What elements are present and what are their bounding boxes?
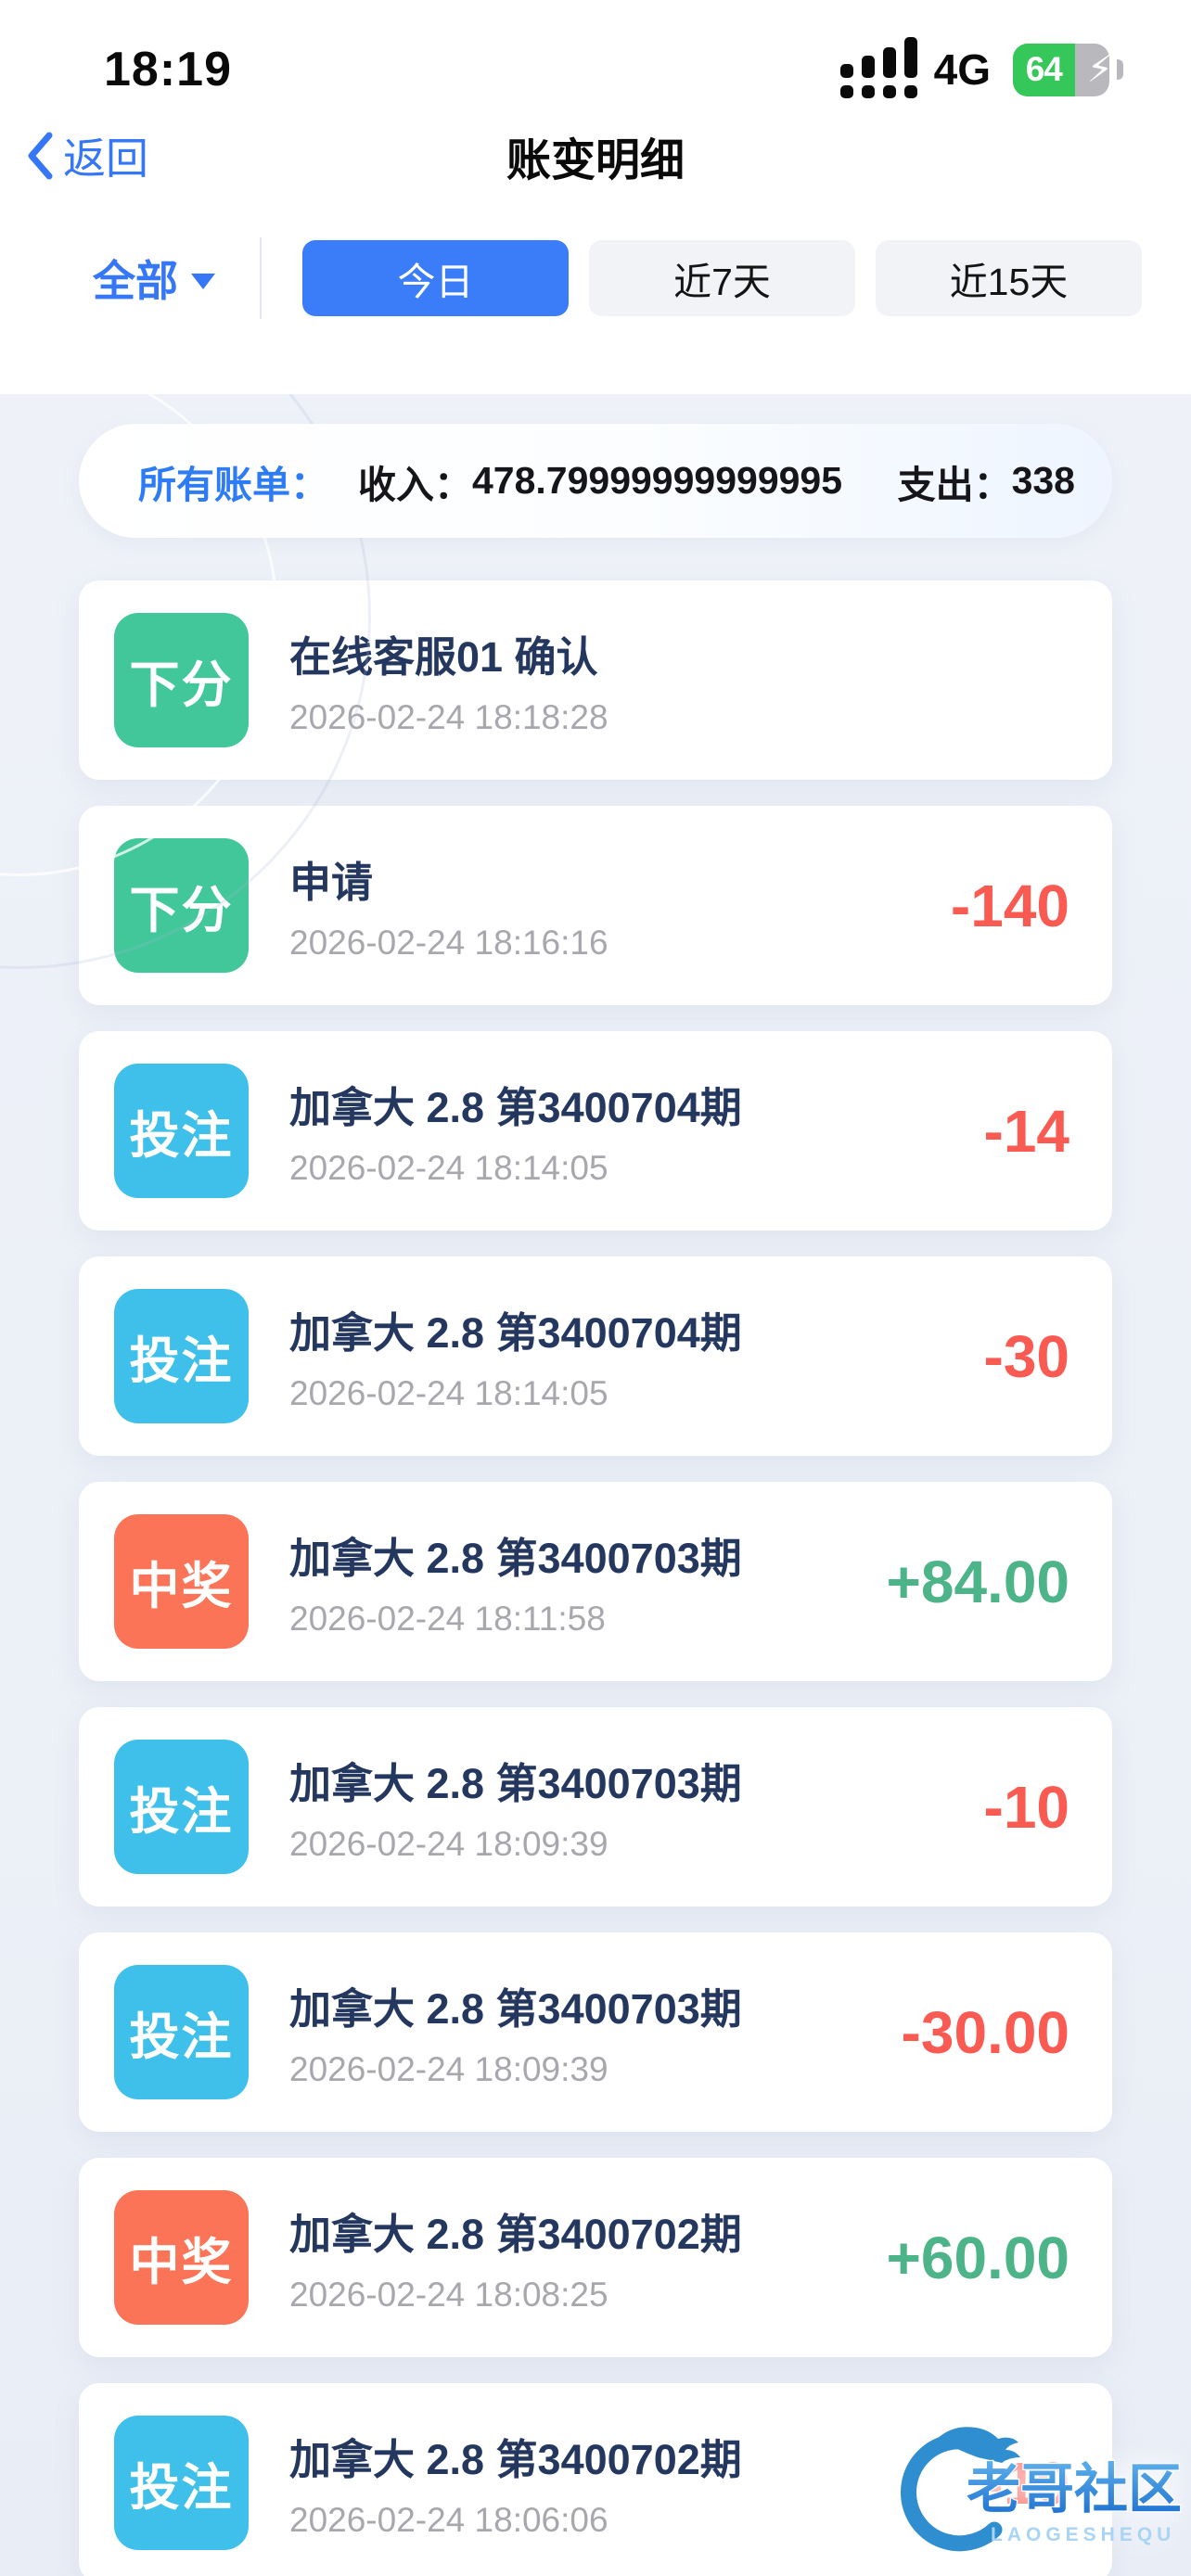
expense-label: 支出： bbox=[897, 463, 1012, 506]
transaction-info: 加拿大 2.8 第3400703期 2026-02-24 18:11:58 bbox=[289, 1524, 867, 1639]
transaction-amount: -30 bbox=[983, 1322, 1070, 1390]
summary-bar: 所有账单： 收入： 478.79999999999995 支出： 338 bbox=[79, 424, 1112, 538]
transaction-list-area: 所有账单： 收入： 478.79999999999995 支出： 338 下分 … bbox=[0, 394, 1191, 2576]
transaction-row[interactable]: 投注 加拿大 2.8 第3400704期 2026-02-24 18:14:05… bbox=[79, 1256, 1112, 1456]
battery-icon: 64 ⚡ bbox=[1013, 43, 1123, 96]
battery-percent: 64 bbox=[1025, 50, 1063, 88]
transaction-row[interactable]: 投注 加拿大 2.8 第3400703期 2026-02-24 18:09:39… bbox=[79, 1707, 1112, 1906]
nav-bar: 返回 账变明细 bbox=[0, 102, 1191, 209]
transaction-row[interactable]: 投注 加拿大 2.8 第3400702期 2026-02-24 18:06:06… bbox=[79, 2383, 1112, 2576]
transaction-title: 在线客服01 确认 bbox=[289, 633, 598, 681]
transaction-time: 2026-02-24 18:14:05 bbox=[289, 1374, 608, 1412]
summary-income: 收入： 478.79999999999995 bbox=[358, 453, 842, 509]
transaction-info: 加拿大 2.8 第3400703期 2026-02-24 18:09:39 bbox=[289, 1750, 966, 1864]
transaction-row[interactable]: 中奖 加拿大 2.8 第3400702期 2026-02-24 18:08:25… bbox=[79, 2158, 1112, 2357]
transaction-badge: 中奖 bbox=[114, 2190, 249, 2325]
income-label: 收入： bbox=[358, 463, 472, 506]
transaction-time: 2026-02-24 18:18:28 bbox=[289, 698, 608, 736]
transaction-title: 加拿大 2.8 第3400704期 bbox=[289, 1084, 742, 1131]
transaction-title: 加拿大 2.8 第3400703期 bbox=[289, 1535, 742, 1582]
transaction-badge: 投注 bbox=[114, 1965, 249, 2099]
transaction-row[interactable]: 投注 加拿大 2.8 第3400704期 2026-02-24 18:14:05… bbox=[79, 1031, 1112, 1231]
tab-today[interactable]: 今日 bbox=[302, 240, 569, 316]
back-button[interactable]: 返回 bbox=[26, 125, 148, 186]
transaction-title: 加拿大 2.8 第3400704期 bbox=[289, 1309, 742, 1357]
transaction-time: 2026-02-24 18:11:58 bbox=[289, 1600, 606, 1638]
transaction-title: 加拿大 2.8 第3400702期 bbox=[289, 2436, 742, 2483]
income-value: 478.79999999999995 bbox=[472, 459, 843, 502]
transaction-time: 2026-02-24 18:16:16 bbox=[289, 924, 608, 962]
status-time: 18:19 bbox=[104, 43, 232, 96]
filter-divider bbox=[260, 237, 262, 319]
transaction-badge: 投注 bbox=[114, 2416, 249, 2550]
transaction-amount: -14 bbox=[983, 1097, 1070, 1165]
transaction-badge: 投注 bbox=[114, 1289, 249, 1423]
page-header: 18:19 4G 64 ⚡ 返回 账变明细 bbox=[0, 0, 1191, 394]
transaction-info: 加拿大 2.8 第3400702期 2026-02-24 18:06:06 bbox=[289, 2426, 966, 2540]
tab-last-7-days[interactable]: 近7天 bbox=[589, 240, 855, 316]
charging-bolt-icon: ⚡ bbox=[1086, 49, 1113, 90]
transaction-badge: 下分 bbox=[114, 613, 249, 747]
transaction-row[interactable]: 下分 在线客服01 确认 2026-02-24 18:18:28 bbox=[79, 580, 1112, 780]
transaction-time: 2026-02-24 18:06:06 bbox=[289, 2501, 608, 2539]
network-type-label: 4G bbox=[933, 45, 991, 94]
transaction-title: 加拿大 2.8 第3400702期 bbox=[289, 2211, 742, 2258]
caret-down-icon bbox=[191, 273, 215, 289]
transaction-badge: 中奖 bbox=[114, 1514, 249, 1649]
category-dropdown[interactable]: 全部 bbox=[93, 248, 215, 309]
transaction-badge: 投注 bbox=[114, 1064, 249, 1198]
transaction-amount: +84.00 bbox=[886, 1548, 1069, 1615]
transaction-title: 申请 bbox=[289, 859, 374, 906]
transaction-title: 加拿大 2.8 第3400703期 bbox=[289, 1985, 742, 2033]
transaction-row[interactable]: 中奖 加拿大 2.8 第3400703期 2026-02-24 18:11:58… bbox=[79, 1482, 1112, 1681]
chevron-left-icon bbox=[28, 132, 53, 179]
transaction-amount: +60.00 bbox=[886, 2224, 1069, 2291]
transaction-info: 在线客服01 确认 2026-02-24 18:18:28 bbox=[289, 623, 1069, 737]
transaction-cards: 下分 在线客服01 确认 2026-02-24 18:18:28 下分 申请 2… bbox=[79, 580, 1112, 2576]
transaction-amount: -10 bbox=[983, 2449, 1070, 2517]
cellular-signal-icon bbox=[839, 37, 917, 98]
category-dropdown-label: 全部 bbox=[93, 257, 178, 305]
transaction-time: 2026-02-24 18:09:39 bbox=[289, 2050, 608, 2088]
transaction-time: 2026-02-24 18:09:39 bbox=[289, 1825, 608, 1863]
back-button-label: 返回 bbox=[63, 134, 148, 183]
transaction-time: 2026-02-24 18:14:05 bbox=[289, 1149, 608, 1187]
transaction-info: 加拿大 2.8 第3400702期 2026-02-24 18:08:25 bbox=[289, 2200, 867, 2315]
tab-last-15-days[interactable]: 近15天 bbox=[876, 240, 1142, 316]
status-icons: 4G 64 ⚡ bbox=[839, 37, 1123, 98]
transaction-info: 加拿大 2.8 第3400703期 2026-02-24 18:09:39 bbox=[289, 1975, 883, 2089]
summary-expense: 支出： 338 bbox=[898, 453, 1075, 509]
transaction-amount: -30.00 bbox=[901, 1998, 1069, 2066]
filter-row: 全部 今日 近7天 近15天 bbox=[0, 209, 1191, 348]
transaction-info: 加拿大 2.8 第3400704期 2026-02-24 18:14:05 bbox=[289, 1074, 966, 1188]
transaction-badge: 投注 bbox=[114, 1740, 249, 1874]
date-range-tabs: 今日 近7天 近15天 bbox=[302, 240, 1158, 316]
status-bar: 18:19 4G 64 ⚡ bbox=[0, 0, 1191, 102]
transaction-info: 加拿大 2.8 第3400704期 2026-02-24 18:14:05 bbox=[289, 1299, 966, 1413]
expense-value: 338 bbox=[1011, 459, 1075, 502]
transaction-info: 申请 2026-02-24 18:16:16 bbox=[289, 848, 932, 963]
transaction-amount: -140 bbox=[950, 872, 1069, 939]
transaction-amount: -10 bbox=[983, 1773, 1070, 1841]
page-title: 账变明细 bbox=[506, 135, 685, 185]
transaction-row[interactable]: 投注 加拿大 2.8 第3400703期 2026-02-24 18:09:39… bbox=[79, 1932, 1112, 2132]
transaction-title: 加拿大 2.8 第3400703期 bbox=[289, 1760, 742, 1807]
summary-label: 所有账单： bbox=[138, 463, 328, 506]
transaction-time: 2026-02-24 18:08:25 bbox=[289, 2276, 608, 2314]
transaction-badge: 下分 bbox=[114, 838, 249, 973]
transaction-row[interactable]: 下分 申请 2026-02-24 18:16:16 -140 bbox=[79, 806, 1112, 1005]
